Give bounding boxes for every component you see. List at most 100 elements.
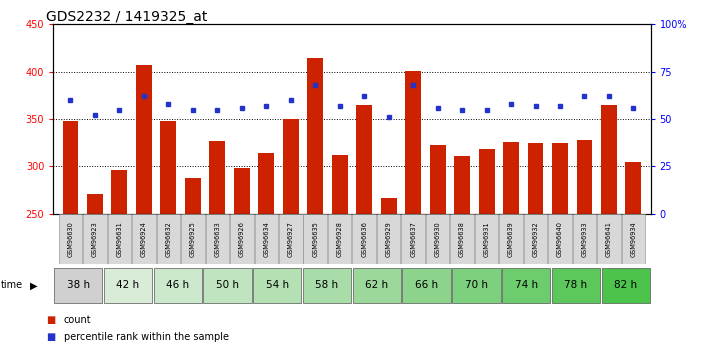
Bar xyxy=(405,71,421,345)
Text: GSM96925: GSM96925 xyxy=(190,221,196,257)
Bar xyxy=(402,214,425,264)
Bar xyxy=(429,145,446,345)
Text: ■: ■ xyxy=(46,333,55,342)
Text: ▶: ▶ xyxy=(30,280,38,290)
Bar xyxy=(87,194,103,345)
Text: GSM96633: GSM96633 xyxy=(214,221,220,257)
Text: GSM96634: GSM96634 xyxy=(263,221,269,257)
Bar xyxy=(279,214,302,264)
Bar xyxy=(59,214,82,264)
Bar xyxy=(104,268,152,303)
Text: 46 h: 46 h xyxy=(166,280,189,290)
Text: GSM96932: GSM96932 xyxy=(533,221,538,257)
Bar xyxy=(353,214,376,264)
Bar xyxy=(332,155,348,345)
Bar xyxy=(353,268,401,303)
Bar xyxy=(63,121,78,345)
Text: ■: ■ xyxy=(46,315,55,325)
Text: 74 h: 74 h xyxy=(515,280,538,290)
Text: GSM96630: GSM96630 xyxy=(68,221,73,257)
Text: GSM96637: GSM96637 xyxy=(410,221,416,257)
Text: GSM96638: GSM96638 xyxy=(459,221,465,257)
Bar xyxy=(377,214,400,264)
Bar xyxy=(475,214,498,264)
Bar xyxy=(209,141,225,345)
Text: 58 h: 58 h xyxy=(316,280,338,290)
Bar xyxy=(258,153,274,345)
Text: time: time xyxy=(1,280,23,290)
Text: 70 h: 70 h xyxy=(465,280,488,290)
Bar xyxy=(454,156,470,345)
Text: GSM96927: GSM96927 xyxy=(288,221,294,257)
Text: GSM96632: GSM96632 xyxy=(166,221,171,257)
Bar xyxy=(154,268,202,303)
Bar xyxy=(328,214,351,264)
Text: GDS2232 / 1419325_at: GDS2232 / 1419325_at xyxy=(46,10,208,24)
Bar xyxy=(156,214,180,264)
Text: GSM96640: GSM96640 xyxy=(557,221,563,257)
Bar xyxy=(283,119,299,345)
Bar xyxy=(380,198,397,345)
Text: GSM96934: GSM96934 xyxy=(631,221,636,257)
Text: 54 h: 54 h xyxy=(266,280,289,290)
Text: percentile rank within the sample: percentile rank within the sample xyxy=(64,333,229,342)
Bar xyxy=(307,58,324,345)
Text: 82 h: 82 h xyxy=(614,280,637,290)
Bar xyxy=(107,214,131,264)
Text: 62 h: 62 h xyxy=(365,280,388,290)
Bar xyxy=(356,105,372,345)
Bar xyxy=(552,143,568,345)
Bar xyxy=(573,214,597,264)
Bar xyxy=(621,214,645,264)
Bar xyxy=(255,214,278,264)
Bar xyxy=(548,214,572,264)
Bar xyxy=(83,214,107,264)
Text: 38 h: 38 h xyxy=(67,280,90,290)
Text: 78 h: 78 h xyxy=(565,280,587,290)
Text: GSM96641: GSM96641 xyxy=(606,221,612,257)
Text: GSM96923: GSM96923 xyxy=(92,221,98,257)
Bar xyxy=(181,214,205,264)
Bar xyxy=(234,168,250,345)
Bar xyxy=(503,142,519,345)
Bar xyxy=(601,105,617,345)
Bar xyxy=(54,268,102,303)
Text: 42 h: 42 h xyxy=(117,280,139,290)
Text: count: count xyxy=(64,315,92,325)
Bar xyxy=(626,162,641,345)
Text: GSM96631: GSM96631 xyxy=(117,221,122,257)
Bar xyxy=(528,143,543,345)
Text: 66 h: 66 h xyxy=(415,280,438,290)
Text: GSM96635: GSM96635 xyxy=(312,221,319,257)
Text: GSM96929: GSM96929 xyxy=(385,221,392,257)
Bar xyxy=(450,214,474,264)
Bar xyxy=(597,214,621,264)
Text: GSM96924: GSM96924 xyxy=(141,221,147,257)
Bar xyxy=(577,140,592,345)
Bar xyxy=(161,121,176,345)
Bar xyxy=(602,268,650,303)
Bar xyxy=(426,214,449,264)
Bar xyxy=(304,214,327,264)
Bar xyxy=(205,214,229,264)
Text: GSM96930: GSM96930 xyxy=(434,221,441,257)
Text: 50 h: 50 h xyxy=(216,280,239,290)
Text: GSM96928: GSM96928 xyxy=(337,221,343,257)
Bar xyxy=(132,214,156,264)
Bar xyxy=(479,149,495,345)
Bar xyxy=(499,214,523,264)
Bar xyxy=(402,268,451,303)
Bar xyxy=(253,268,301,303)
Bar xyxy=(112,170,127,345)
Bar xyxy=(303,268,351,303)
Bar xyxy=(502,268,550,303)
Bar xyxy=(185,178,201,345)
Text: GSM96926: GSM96926 xyxy=(239,221,245,257)
Text: GSM96636: GSM96636 xyxy=(361,221,367,257)
Bar xyxy=(452,268,501,303)
Text: GSM96931: GSM96931 xyxy=(483,221,490,257)
Bar xyxy=(230,214,254,264)
Text: GSM96933: GSM96933 xyxy=(582,221,587,257)
Text: GSM96639: GSM96639 xyxy=(508,221,514,257)
Bar xyxy=(524,214,547,264)
